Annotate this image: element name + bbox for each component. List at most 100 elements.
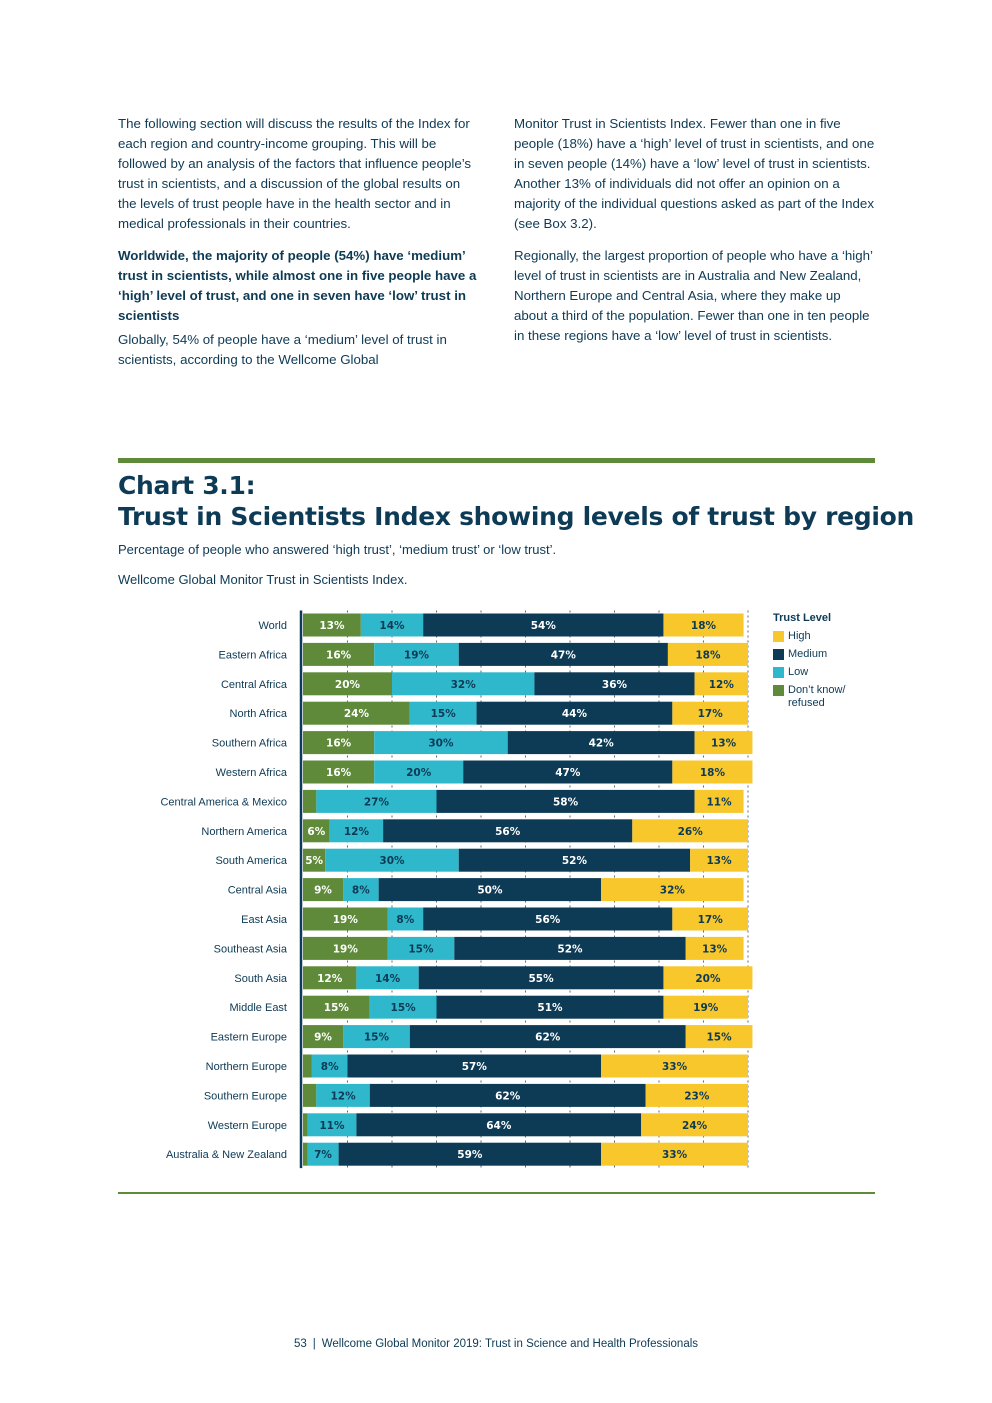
data-label: 13%	[711, 738, 737, 750]
bar-segment	[383, 819, 633, 843]
legend-swatch-dont-know	[773, 685, 784, 696]
data-label: 16%	[326, 738, 352, 750]
bar-segment	[454, 936, 686, 960]
bar-segment	[458, 642, 668, 666]
data-label: 56%	[495, 826, 521, 838]
left-text-column: The following section will discuss the r…	[118, 114, 480, 382]
bar-segment	[378, 878, 602, 902]
data-label: 56%	[535, 914, 561, 926]
data-label: 20%	[335, 679, 361, 691]
chart-legend: Trust Level High Medium Low Don’t know/ …	[773, 612, 868, 715]
data-label: 15%	[408, 943, 434, 955]
bar-segment	[690, 848, 748, 872]
data-label: 47%	[551, 649, 577, 661]
data-label: 13%	[707, 855, 733, 867]
bar-segment	[311, 1054, 348, 1078]
category-label: Middle East	[230, 1002, 287, 1014]
data-label: 9%	[314, 1032, 332, 1044]
category-label: Eastern Europe	[211, 1032, 287, 1044]
bar-segment	[476, 701, 673, 725]
data-label: 32%	[451, 679, 477, 691]
data-label: 14%	[375, 973, 401, 985]
bar-segment	[374, 760, 464, 784]
category-label: Central Africa	[221, 679, 288, 691]
bar-segment	[409, 1025, 686, 1049]
chart-subtitle: Percentage of people who answered ‘high …	[118, 542, 557, 557]
data-label: 17%	[698, 708, 724, 720]
data-label: 33%	[662, 1149, 688, 1161]
chart-bottom-rule	[118, 1192, 875, 1194]
category-label: East Asia	[241, 914, 288, 926]
category-label: South Asia	[234, 973, 287, 985]
bar-segment	[303, 1142, 308, 1166]
bar-segment	[392, 672, 535, 696]
bar-segment	[694, 731, 753, 755]
page-footer: 53 | Wellcome Global Monitor 2019: Trust i…	[0, 1338, 992, 1350]
category-label: Southern Europe	[204, 1090, 287, 1102]
bar-segment	[303, 1054, 312, 1078]
data-label: 24%	[682, 1120, 708, 1132]
section-heading: Worldwide, the majority of people (54%) …	[118, 248, 477, 323]
index-paragraph: Monitor Trust in Scientists Index. Fewer…	[514, 116, 875, 231]
legend-label-medium: Medium	[788, 648, 828, 660]
data-label: 9%	[314, 885, 332, 897]
data-label: 54%	[531, 620, 557, 632]
data-label: 7%	[314, 1149, 332, 1161]
legend-label-dont-know: Don’t know/ refused	[788, 684, 846, 709]
bar-segment	[356, 1113, 642, 1137]
category-label: Southeast Asia	[214, 943, 288, 955]
data-label: 57%	[462, 1061, 488, 1073]
category-label: Central Asia	[228, 885, 288, 897]
bar-segment	[685, 936, 744, 960]
data-label: 23%	[684, 1090, 710, 1102]
bar-segment	[303, 731, 375, 755]
bar-segment	[303, 907, 388, 931]
data-label: 58%	[553, 796, 579, 808]
data-label: 51%	[537, 1002, 563, 1014]
bar-segment	[463, 760, 673, 784]
bar-segment	[303, 1113, 308, 1137]
data-label: 13%	[702, 943, 728, 955]
bar-segment	[303, 848, 326, 872]
data-label: 20%	[406, 767, 432, 779]
bar-segment	[645, 1083, 748, 1107]
bar-segment	[374, 731, 508, 755]
data-label: 15%	[707, 1032, 733, 1044]
bar-segment	[303, 701, 410, 725]
bar-segment	[303, 819, 330, 843]
legend-swatch-medium	[773, 649, 784, 660]
data-label: 55%	[529, 973, 555, 985]
data-label: 15%	[324, 1002, 350, 1014]
category-label: Eastern Africa	[219, 649, 288, 661]
category-label: South America	[215, 855, 287, 867]
bar-segment	[303, 613, 361, 637]
bar-segment	[369, 995, 437, 1019]
bar-segment	[409, 701, 477, 725]
data-label: 13%	[319, 620, 345, 632]
bar-segment	[303, 672, 392, 696]
bar-segment	[694, 789, 744, 813]
bar-segment	[303, 878, 344, 902]
bar-segment	[303, 995, 370, 1019]
data-label: 33%	[662, 1061, 688, 1073]
category-label: Northern America	[201, 826, 287, 838]
chart-number: Chart 3.1:	[118, 471, 256, 500]
data-label: 16%	[326, 649, 352, 661]
bar-segment	[458, 848, 691, 872]
data-label: 24%	[344, 708, 370, 720]
legend-title: Trust Level	[773, 612, 832, 624]
data-label: 15%	[431, 708, 457, 720]
bar-segment	[316, 789, 437, 813]
bar-segment	[672, 701, 748, 725]
data-label: 18%	[695, 649, 721, 661]
bar-segment	[356, 966, 419, 990]
bar-segment	[663, 613, 744, 637]
bar-segment	[307, 1113, 357, 1137]
data-label: 8%	[321, 1061, 339, 1073]
bar-segment	[663, 995, 748, 1019]
data-label: 52%	[562, 855, 588, 867]
data-label: 12%	[709, 679, 735, 691]
legend-item-medium: Medium	[773, 648, 868, 661]
data-label: 6%	[307, 826, 325, 838]
